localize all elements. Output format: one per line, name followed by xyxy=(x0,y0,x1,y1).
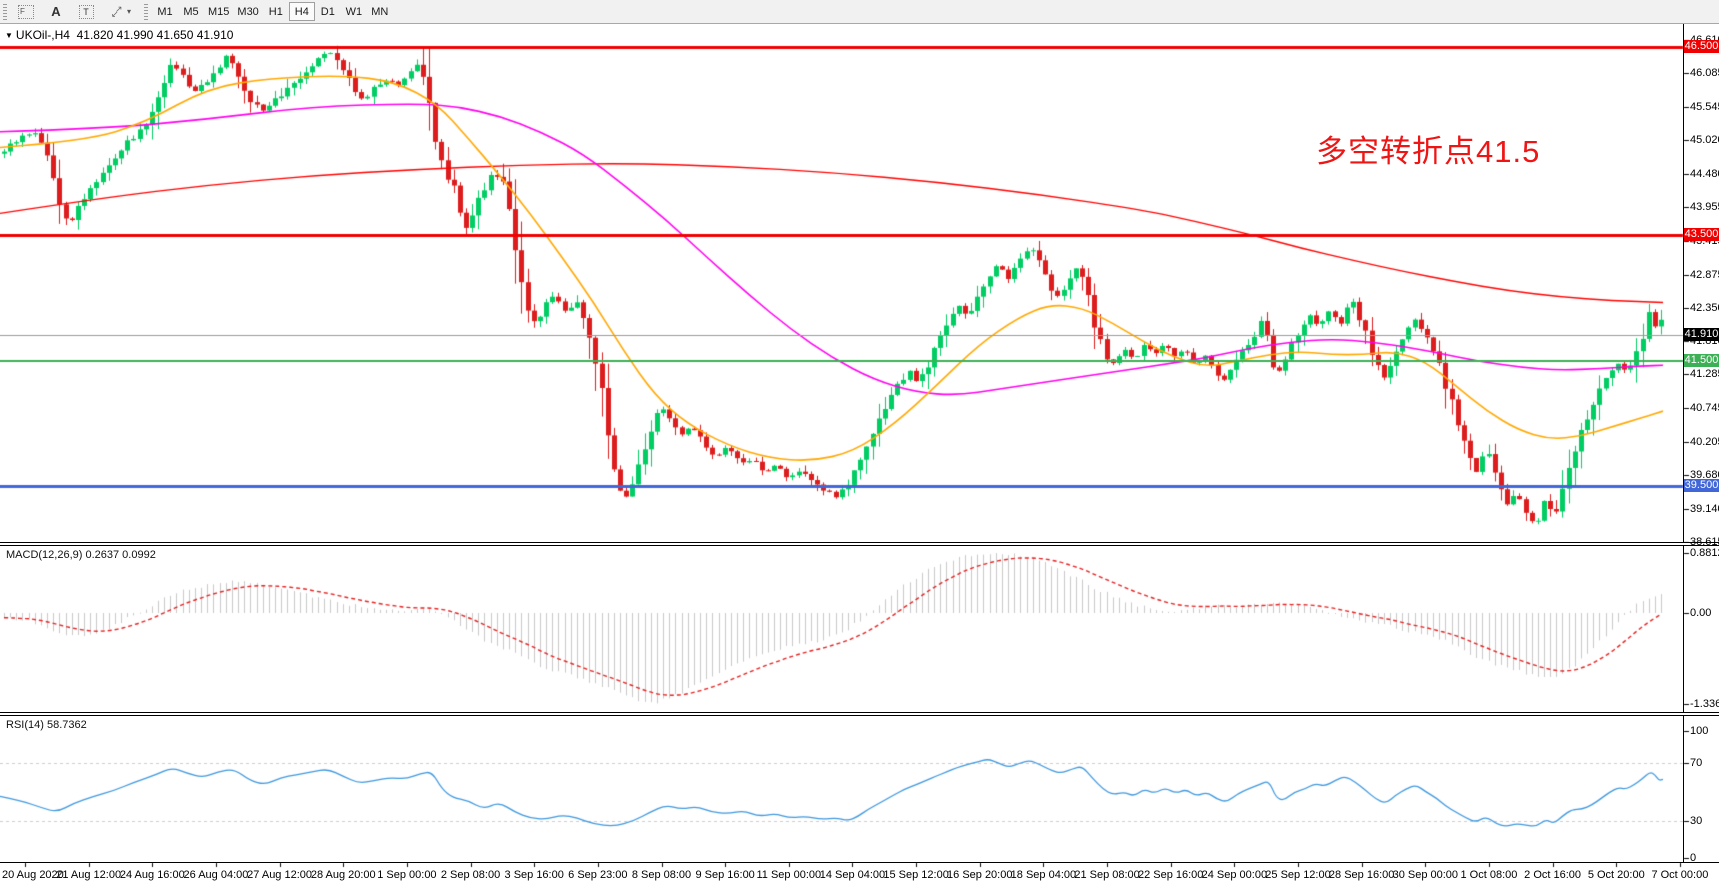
price-level-tag: 41.500 xyxy=(1684,353,1719,367)
text-box-tool-button[interactable]: T xyxy=(72,1,100,23)
time-axis-border xyxy=(0,862,1719,863)
chart-title: ▼ UKOil-,H4 41.820 41.990 41.650 41.910 xyxy=(5,28,233,42)
date-tick-label: 1 Oct 08:00 xyxy=(1460,869,1518,881)
price-tick-label: 46.085 xyxy=(1690,67,1719,80)
rsi-tick-label: 0 xyxy=(1690,852,1697,864)
text-label-icon: A xyxy=(51,4,61,19)
price-tick-label: 45.545 xyxy=(1690,100,1719,113)
date-tick-label: 22 Sep 16:00 xyxy=(1137,869,1204,881)
date-tick-label: 21 Sep 08:00 xyxy=(1074,869,1140,881)
timeframe-button-H4[interactable]: H4 xyxy=(288,2,315,21)
date-tick-label: 15 Sep 12:00 xyxy=(883,869,949,881)
text-box-icon: T xyxy=(78,4,94,19)
rsi-tick-label: 100 xyxy=(1690,725,1709,737)
timeframe-button-M5[interactable]: M5 xyxy=(183,5,199,18)
price-tick-label: 40.745 xyxy=(1690,402,1719,415)
toolbar-grip-2[interactable] xyxy=(144,3,148,20)
price-level-tag: 39.500 xyxy=(1684,479,1719,493)
date-tick-label: 11 Sep 00:00 xyxy=(756,869,822,881)
date-tick-label: 27 Aug 12:00 xyxy=(247,869,313,881)
price-tick-label: 44.480 xyxy=(1690,167,1719,180)
date-tick-label: 28 Aug 20:00 xyxy=(310,869,376,881)
price-tick-label: 42.875 xyxy=(1690,268,1719,281)
symbol-dropdown-icon[interactable]: ▼ xyxy=(5,31,13,40)
panel-separator-1[interactable] xyxy=(0,542,1719,546)
timeframe-button-D1[interactable]: D1 xyxy=(320,5,335,18)
timeframe-button-M1[interactable]: M1 xyxy=(157,5,173,18)
price-tick-label: 39.140 xyxy=(1690,503,1719,516)
timeframe-button-M15[interactable]: M15 xyxy=(208,5,230,18)
timeframe-button-H1[interactable]: H1 xyxy=(268,5,283,18)
pointer-grid-icon: F xyxy=(18,4,34,19)
macd-tick-label: 0.00 xyxy=(1690,607,1712,619)
toolbar: F A T ↗ ↙ ▾ M1 M5 M15 M30 H1 H4 D1 W1 MN xyxy=(0,0,1719,24)
macd-tick-label: 0.8812 xyxy=(1690,546,1719,559)
price-tick-label: 41.285 xyxy=(1690,368,1719,381)
macd-tick-label: -1.3368 xyxy=(1690,698,1719,711)
chart-area: ▼ UKOil-,H4 41.820 41.990 41.650 41.910 M… xyxy=(0,24,1719,890)
date-tick-label: 30 Sep 00:00 xyxy=(1392,869,1459,881)
price-tick-label: 45.020 xyxy=(1690,133,1719,146)
date-tick-label: 6 Sep 23:00 xyxy=(568,869,628,881)
rsi-label: RSI(14) 58.7362 xyxy=(6,719,87,731)
timeframe-button-MN[interactable]: MN xyxy=(371,5,389,18)
macd-label: MACD(12,26,9) 0.2637 0.0992 xyxy=(6,549,156,561)
date-tick-label: 7 Oct 00:00 xyxy=(1651,869,1709,881)
date-tick-label: 24 Aug 16:00 xyxy=(119,869,185,881)
rsi-tick-label: 70 xyxy=(1690,757,1703,769)
ohlc-values: 41.820 41.990 41.650 41.910 xyxy=(76,28,234,42)
price-tick-label: 40.205 xyxy=(1690,436,1719,449)
date-tick-label: 8 Sep 08:00 xyxy=(631,869,692,881)
date-tick-label: 2 Oct 16:00 xyxy=(1524,869,1582,881)
date-tick-label: 18 Sep 04:00 xyxy=(1010,869,1077,881)
toolbar-grip[interactable] xyxy=(3,3,7,20)
timeframe-group: M1 M5 M15 M30 H1 H4 D1 W1 MN xyxy=(152,0,393,24)
annotation-text[interactable]: 多空转折点41.5 xyxy=(1316,134,1541,169)
date-tick-label: 9 Sep 16:00 xyxy=(695,869,755,881)
text-label-tool-button[interactable]: A xyxy=(42,1,70,23)
arrow-tools-button[interactable]: ↗ ↙ ▾ xyxy=(102,1,140,23)
date-tick-label: 20 Aug 2020 xyxy=(2,869,64,881)
date-tick-label: 25 Sep 12:00 xyxy=(1265,869,1331,881)
chart-canvas[interactable] xyxy=(0,24,1719,890)
price-tick-label: 43.955 xyxy=(1690,200,1719,213)
symbol-label: UKOil-,H4 xyxy=(15,28,70,42)
date-tick-label: 28 Sep 16:00 xyxy=(1328,869,1395,881)
current-price-tag: 41.910 xyxy=(1684,328,1719,342)
date-tick-label: 16 Sep 20:00 xyxy=(947,869,1013,881)
rsi-tick-label: 30 xyxy=(1690,815,1703,827)
price-level-tag: 43.500 xyxy=(1684,228,1719,242)
date-tick-label: 1 Sep 00:00 xyxy=(377,869,437,881)
arrows-icon: ↗ ↙ xyxy=(110,3,123,19)
date-tick-label: 24 Sep 00:00 xyxy=(1201,869,1268,881)
price-axis-border xyxy=(1683,24,1684,863)
price-tick-label: 38.615 xyxy=(1690,536,1719,549)
date-tick-label: 3 Sep 16:00 xyxy=(504,869,564,881)
timeframe-button-M30[interactable]: M30 xyxy=(237,5,259,18)
date-tick-label: 26 Aug 04:00 xyxy=(183,869,249,881)
date-tick-label: 2 Sep 08:00 xyxy=(440,869,501,881)
price-tick-label: 42.350 xyxy=(1690,301,1719,314)
price-tick-label: 39.680 xyxy=(1690,469,1719,482)
dropdown-caret-icon: ▾ xyxy=(126,7,131,16)
date-tick-label: 5 Oct 20:00 xyxy=(1587,869,1645,881)
date-tick-label: 21 Aug 12:00 xyxy=(56,869,122,881)
date-tick-label: 14 Sep 04:00 xyxy=(819,869,886,881)
cursor-tool-button[interactable]: F xyxy=(12,1,40,23)
price-level-tag: 46.500 xyxy=(1684,40,1719,53)
panel-separator-2[interactable] xyxy=(0,712,1719,716)
timeframe-button-W1[interactable]: W1 xyxy=(345,5,363,18)
